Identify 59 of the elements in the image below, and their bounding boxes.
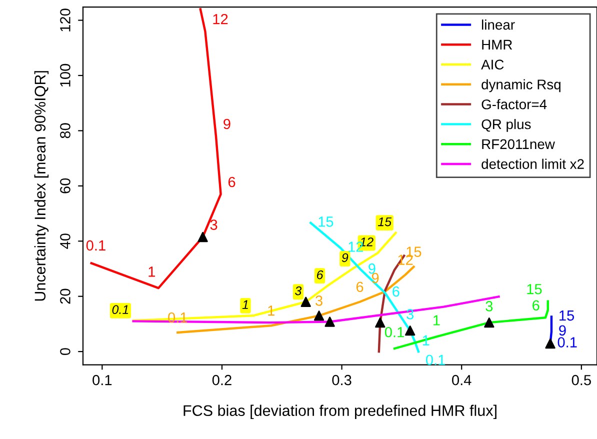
annotation: 3	[316, 296, 322, 306]
annotation: 3	[406, 309, 414, 320]
legend-label: linear	[482, 20, 515, 30]
annotation: 6	[356, 282, 364, 292]
annotation: 0.1	[86, 240, 106, 251]
y-tick-label: 40	[60, 234, 70, 249]
annotation: 1	[434, 315, 440, 326]
point	[324, 316, 335, 327]
legend-label: RF2011new	[482, 139, 555, 150]
x-axis-title: FCS bias [deviation from predefined HMR flux]	[184, 404, 496, 420]
x-tick-label: 0.5	[572, 374, 591, 386]
x-tick-label: 0.2	[212, 374, 232, 386]
legend-label: AIC	[481, 60, 504, 70]
legend-label: QR plus	[482, 118, 531, 132]
y-tick-label: 100	[60, 64, 70, 87]
legend-label: G-factor=4	[482, 99, 547, 110]
legend-label: HMR	[482, 40, 512, 50]
annotation: 1	[148, 266, 155, 277]
x-tick-label: 0.3	[332, 374, 352, 386]
annotation: 6	[228, 176, 236, 188]
annotation: 0.1	[384, 326, 404, 338]
point	[198, 232, 208, 242]
y-tick-label: 80	[60, 123, 70, 138]
annotation: 9	[224, 118, 230, 130]
annotation: 9	[342, 253, 348, 262]
annotation: 9	[559, 325, 566, 336]
annotation: 9	[372, 272, 379, 284]
annotation: 15	[318, 216, 334, 227]
y-tick-label: 20	[60, 288, 70, 304]
y-tick-label: 60	[60, 178, 70, 194]
annotation: 1	[242, 300, 248, 309]
y-tick-label: 0	[60, 348, 70, 356]
annotation: 0.1	[426, 354, 445, 366]
annotation: 3	[295, 286, 302, 296]
y-tick-label: 120	[60, 8, 70, 32]
legend-label: dynamic Rsq	[482, 79, 560, 92]
annotation: 3	[486, 301, 493, 312]
point	[314, 310, 324, 321]
annotation: 6	[392, 286, 400, 297]
annotation: 15	[560, 310, 574, 321]
y-axis-title: Uncertainty Index [mean 90%IQR]	[34, 71, 49, 301]
legend-label: detection limit x2	[482, 158, 584, 169]
point	[375, 317, 386, 328]
x-tick-label: 0.4	[452, 374, 472, 386]
annotation: 15	[527, 284, 542, 294]
annotation: 3	[210, 220, 218, 230]
annotation: 1	[268, 306, 274, 316]
annotation: 0.1	[112, 305, 128, 314]
point	[300, 296, 311, 307]
x-tick-label: 0.1	[92, 374, 112, 386]
annotation: 12	[213, 14, 228, 24]
annotation: 9	[368, 263, 376, 274]
annotation: 15	[378, 217, 392, 226]
annotation: 6	[316, 270, 324, 280]
annotation: 6	[532, 300, 540, 311]
point	[545, 338, 556, 349]
annotation: 0.1	[558, 337, 577, 348]
point	[405, 325, 416, 336]
point	[484, 317, 494, 328]
